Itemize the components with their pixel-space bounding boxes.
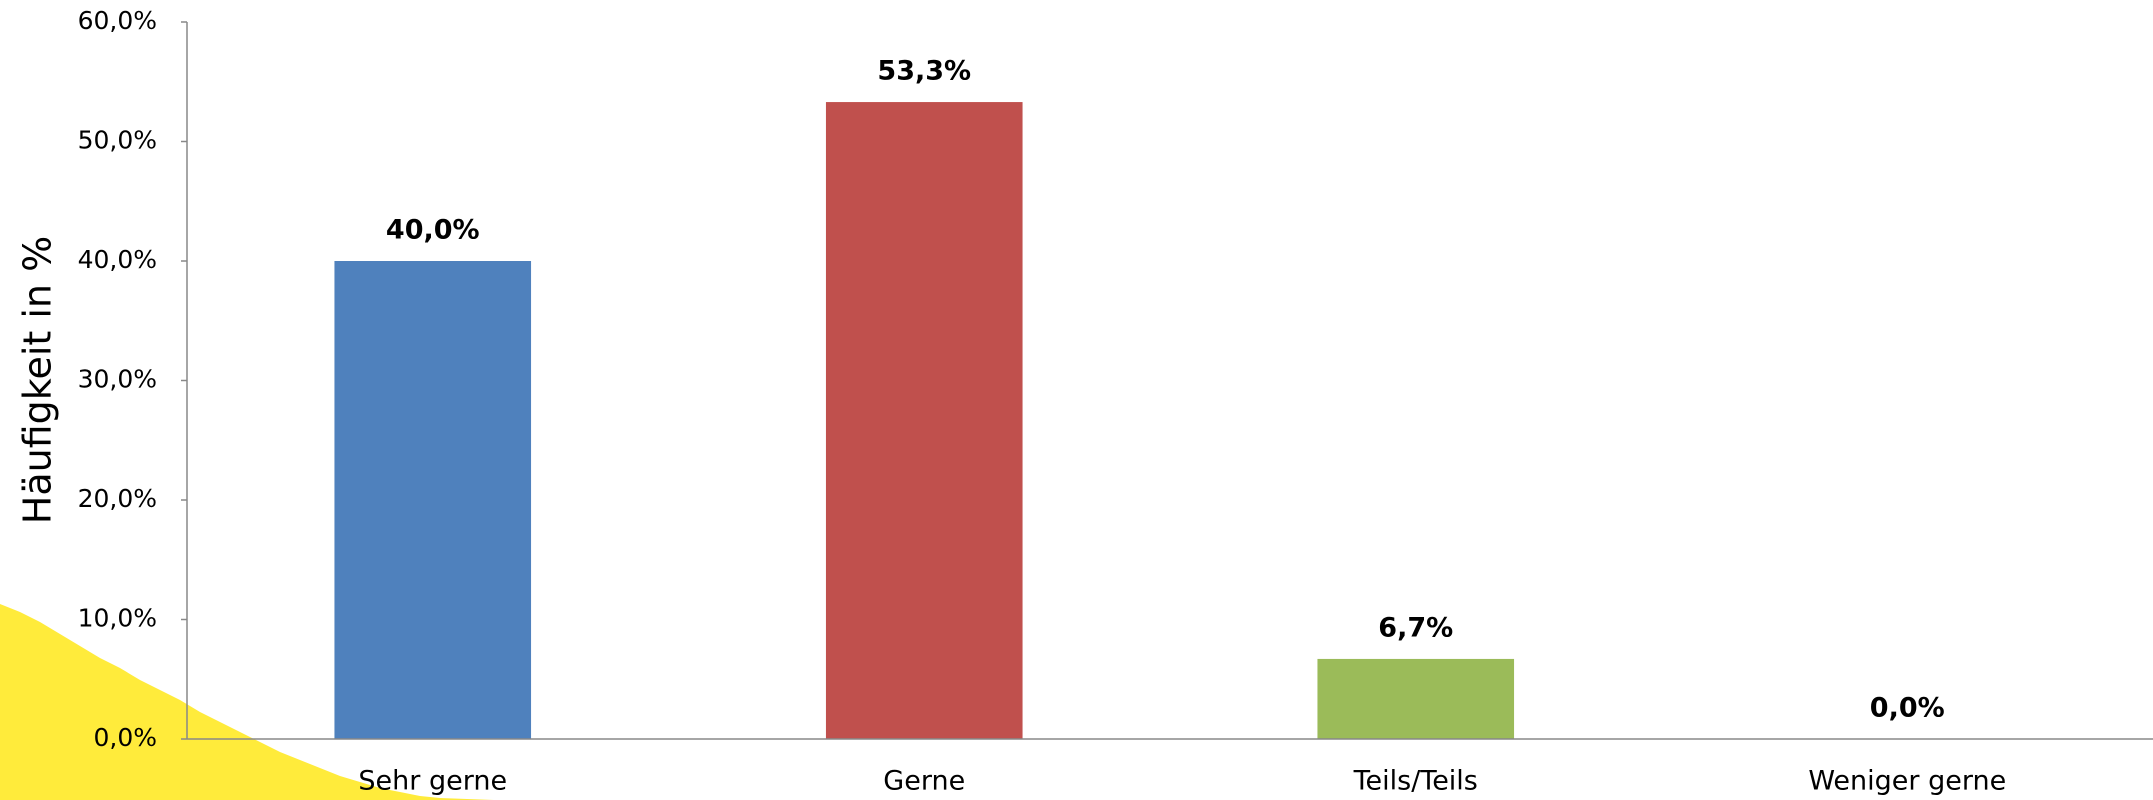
y-tick-label: 40,0% xyxy=(78,245,157,274)
data-label: 6,7% xyxy=(1378,612,1453,643)
x-tick-label: Weniger gerne xyxy=(1808,766,2006,797)
x-tick-label: Sehr gerne xyxy=(358,766,507,797)
y-tick-label: 60,0% xyxy=(78,6,157,35)
x-tick-label: Gerne xyxy=(883,766,965,797)
data-label: 0,0% xyxy=(1870,693,1945,724)
y-tick-label: 30,0% xyxy=(78,365,157,394)
bar xyxy=(334,261,532,739)
data-label: 53,3% xyxy=(877,56,971,87)
y-tick-label: 20,0% xyxy=(78,484,157,513)
x-tick-label: Teils/Teils xyxy=(1353,766,1478,797)
bar xyxy=(1317,658,1515,739)
y-tick-label: 50,0% xyxy=(78,126,157,155)
y-tick-label: 0,0% xyxy=(93,723,157,752)
y-axis-label: Häufigkeit in % xyxy=(16,236,60,524)
data-label: 40,0% xyxy=(386,215,480,246)
decoration xyxy=(0,604,494,800)
y-tick-label: 10,0% xyxy=(78,604,157,633)
bar xyxy=(825,102,1023,739)
